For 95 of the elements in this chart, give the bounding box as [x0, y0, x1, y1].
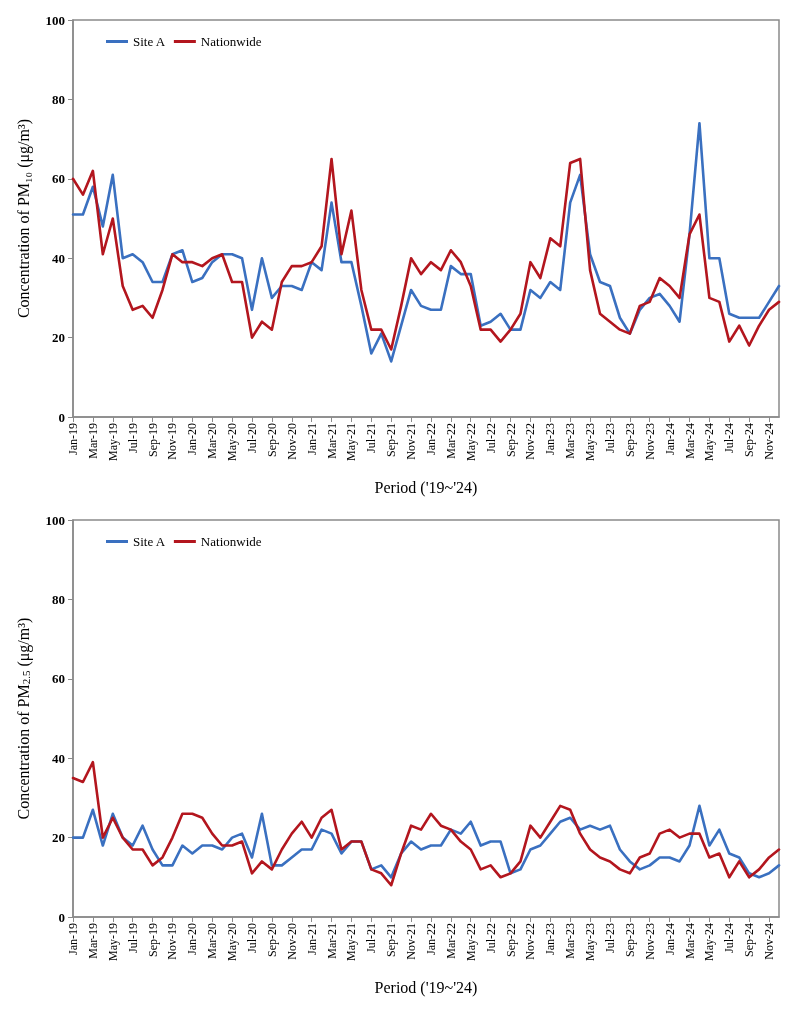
x-tick-label: Nov-19 [165, 923, 180, 960]
y-tick-label: 40 [52, 250, 65, 266]
x-tick-label: Mar-22 [443, 423, 458, 459]
x-tick-label: Sep-21 [384, 423, 399, 457]
x-tick-label: Jul-23 [602, 923, 617, 953]
x-tick-label: Nov-21 [404, 923, 419, 960]
x-tick-label: May-20 [225, 923, 240, 961]
x-tick-label: Jul-21 [364, 923, 379, 953]
x-tick-label: Jan-22 [423, 923, 438, 955]
x-tick-label: Jan-21 [304, 423, 319, 455]
x-tick-label: Jul-22 [483, 423, 498, 453]
x-tick-label: Sep-22 [503, 923, 518, 957]
x-tick-label: May-22 [463, 423, 478, 461]
legend-label: Site A [133, 34, 166, 49]
line-series [71, 760, 781, 887]
x-tick-label: Mar-21 [324, 423, 339, 459]
x-tick-label: Sep-23 [622, 923, 637, 957]
line-series [71, 121, 781, 363]
x-tick-label: Sep-24 [742, 423, 757, 457]
x-tick-label: May-22 [463, 923, 478, 961]
x-tick-label: May-20 [225, 423, 240, 461]
x-tick-label: Sep-22 [503, 423, 518, 457]
x-tick-label: May-21 [344, 923, 359, 961]
y-tick-label: 60 [52, 671, 65, 687]
x-tick-label: Nov-19 [165, 423, 180, 460]
x-tick-label: Sep-21 [384, 923, 399, 957]
x-tick-label: May-23 [583, 923, 598, 961]
legend-label: Nationwide [200, 34, 262, 49]
x-tick-label: Nov-22 [523, 423, 538, 460]
y-tick-label: 100 [45, 512, 65, 528]
x-tick-label: Jul-20 [244, 923, 259, 953]
x-tick-label: Sep-24 [742, 923, 757, 957]
x-tick-label: Nov-23 [642, 923, 657, 960]
x-tick-label: Nov-24 [762, 923, 777, 960]
x-tick-label: Jul-23 [602, 423, 617, 453]
x-tick-label: May-23 [583, 423, 598, 461]
x-tick-label: Nov-22 [523, 923, 538, 960]
x-tick-label: Mar-20 [205, 923, 220, 959]
x-tick-label: Jul-19 [125, 423, 140, 453]
x-tick-label: Jan-24 [662, 423, 677, 455]
x-tick-label: Jul-21 [364, 423, 379, 453]
y-tick-label: 0 [58, 909, 65, 925]
y-tick-label: 20 [52, 830, 65, 846]
x-tick-label: May-19 [105, 923, 120, 961]
x-tick-label: Nov-20 [284, 923, 299, 960]
x-tick-label: Mar-19 [85, 423, 100, 459]
x-axis-title: Period ('19~'24) [374, 978, 478, 997]
y-tick-label: 0 [58, 409, 65, 425]
y-tick-label: 80 [52, 91, 65, 107]
x-tick-label: Sep-20 [264, 423, 279, 457]
x-axis-title: Period ('19~'24) [374, 478, 478, 497]
x-tick-label: Jan-20 [185, 423, 200, 455]
x-tick-label: Jan-23 [543, 923, 558, 955]
x-tick-label: Jan-24 [662, 923, 677, 955]
y-axis-title: Concentration of PM₁₀ (μg/m³) [14, 118, 33, 319]
line-series [71, 157, 781, 351]
x-tick-label: Jan-22 [423, 423, 438, 455]
x-tick-label: May-19 [105, 423, 120, 461]
x-tick-label: May-24 [702, 923, 717, 961]
x-tick-label: Jul-22 [483, 923, 498, 953]
x-tick-label: Mar-24 [682, 423, 697, 459]
x-tick-label: May-24 [702, 423, 717, 461]
x-tick-label: Mar-19 [85, 923, 100, 959]
x-tick-label: Mar-23 [563, 423, 578, 459]
x-tick-label: Mar-20 [205, 423, 220, 459]
x-tick-label: Nov-24 [762, 423, 777, 460]
x-tick-label: Jan-19 [66, 923, 80, 955]
x-tick-label: Mar-23 [563, 923, 578, 959]
x-tick-label: Jan-21 [304, 923, 319, 955]
x-tick-label: Sep-19 [145, 423, 160, 457]
x-tick-label: Jul-24 [722, 423, 737, 453]
x-tick-label: Nov-20 [284, 423, 299, 460]
y-tick-label: 60 [52, 171, 65, 187]
x-tick-label: Mar-22 [443, 923, 458, 959]
y-tick-label: 20 [52, 330, 65, 346]
y-tick-label: 40 [52, 750, 65, 766]
x-tick-label: Jul-24 [722, 923, 737, 953]
x-tick-label: Mar-24 [682, 923, 697, 959]
y-axis-title: Concentration of PM2.5 (μg/m³) [14, 617, 33, 820]
x-tick-label: Sep-19 [145, 923, 160, 957]
x-tick-label: May-21 [344, 423, 359, 461]
x-tick-label: Mar-21 [324, 923, 339, 959]
legend-label: Nationwide [200, 534, 262, 549]
x-tick-label: Sep-23 [622, 423, 637, 457]
x-tick-label: Jan-19 [66, 423, 80, 455]
y-tick-label: 100 [45, 12, 65, 28]
x-tick-label: Jan-20 [185, 923, 200, 955]
x-tick-label: Sep-20 [264, 923, 279, 957]
x-tick-label: Jul-20 [244, 423, 259, 453]
x-tick-label: Jan-23 [543, 423, 558, 455]
x-tick-label: Jul-19 [125, 923, 140, 953]
legend-label: Site A [133, 534, 166, 549]
x-tick-label: Nov-21 [404, 423, 419, 460]
y-tick-label: 80 [52, 591, 65, 607]
x-tick-label: Nov-23 [642, 423, 657, 460]
